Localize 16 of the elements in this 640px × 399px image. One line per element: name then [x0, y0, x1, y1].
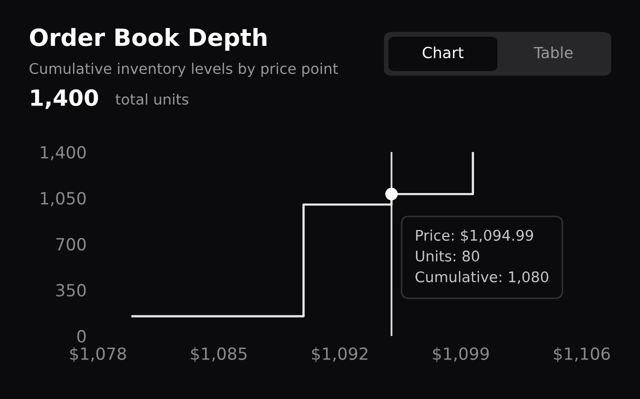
text: Chart	[422, 46, 464, 58]
y-tick-label: 0	[77, 330, 86, 343]
y-tick-label: 1,050	[40, 192, 86, 206]
x-tick-label: $1,092	[312, 347, 368, 362]
text: Table	[534, 46, 573, 58]
chart-subtitle: Cumulative inventory levels by price point	[30, 62, 338, 77]
text: total units	[116, 93, 188, 105]
y-tick-label: 350	[56, 284, 86, 297]
chart-title: Order Book Depth	[30, 28, 266, 51]
annotation: Price: $1,094.99 Units: 80 Cumulative: 1,080	[416, 230, 548, 284]
x-tick-label: $1,106	[554, 347, 610, 362]
x-tick-label: $1,099	[433, 347, 489, 362]
y-tick-label: 700	[56, 238, 86, 251]
x-tick-label: $1,078	[70, 347, 126, 362]
x-tick-label: $1,085	[191, 347, 247, 362]
y-tick-label: 1,400	[40, 146, 86, 160]
